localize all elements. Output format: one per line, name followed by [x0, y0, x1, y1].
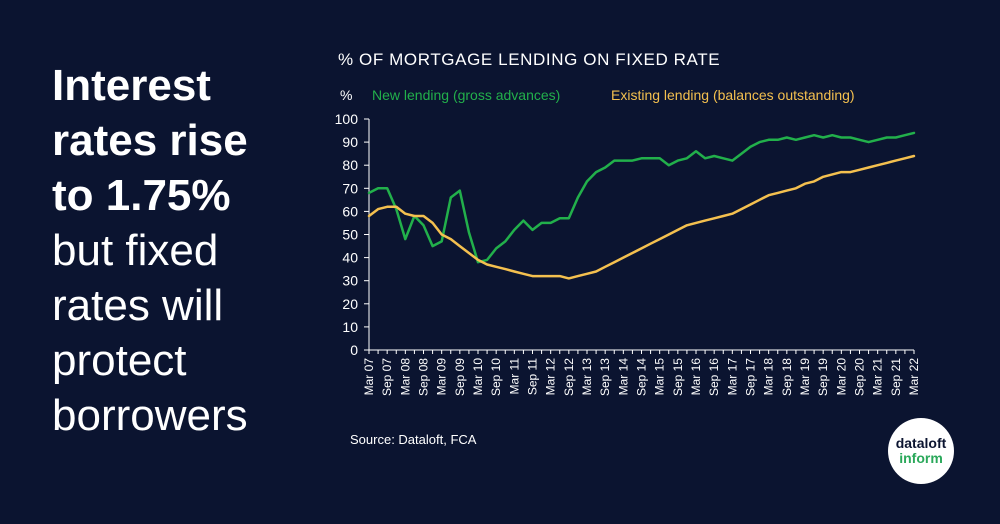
x-tick-label: Mar 16	[689, 358, 703, 396]
headline-light-line: but fixed	[52, 226, 219, 275]
x-tick-label: Mar 17	[725, 358, 739, 396]
x-tick-label: Sep 13	[598, 358, 612, 396]
x-tick-label: Sep 19	[816, 358, 830, 396]
y-tick-label: 0	[350, 342, 358, 358]
x-tick-label: Sep 20	[853, 358, 867, 396]
legend-new-lending: New lending (gross advances)	[372, 87, 560, 103]
x-tick-label: Mar 12	[544, 358, 558, 396]
x-tick-label: Sep 14	[635, 358, 649, 396]
x-tick-label: Sep 16	[707, 358, 721, 396]
legend-existing-lending: Existing lending (balances outstanding)	[611, 87, 855, 103]
x-tick-label: Mar 10	[471, 358, 485, 396]
x-tick-label: Sep 21	[889, 358, 903, 396]
headline-light-line: protect	[52, 336, 187, 385]
x-tick-label: Mar 07	[362, 358, 376, 396]
logo-line1: dataloft	[895, 435, 947, 451]
x-tick-label: Sep 08	[417, 358, 431, 396]
x-tick-label: Mar 15	[653, 358, 667, 396]
y-tick-label: 20	[342, 296, 358, 312]
y-tick-label: 90	[342, 134, 358, 150]
x-tick-label: Mar 22	[907, 358, 921, 396]
x-tick-label: Mar 20	[834, 358, 848, 396]
x-tick-label: Sep 18	[780, 358, 794, 396]
headline-bold-line: to 1.75%	[52, 171, 231, 220]
x-tick-label: Mar 11	[507, 358, 521, 395]
x-tick-label: Sep 10	[489, 358, 503, 396]
headline-light-line: rates will	[52, 281, 224, 330]
x-tick-label: Sep 11	[526, 358, 540, 395]
chart-title: % OF MORTGAGE LENDING ON FIXED RATE	[338, 50, 721, 69]
y-tick-label: 40	[342, 250, 358, 266]
x-tick-label: Mar 18	[762, 358, 776, 396]
headline: Interest rates rise to 1.75% but fixed r…	[52, 58, 322, 443]
headline-light-line: borrowers	[52, 391, 248, 440]
x-tick-label: Mar 21	[871, 358, 885, 396]
x-tick-label: Sep 12	[562, 358, 576, 396]
y-tick-label: 80	[342, 157, 358, 173]
source-note: Source: Dataloft, FCA	[350, 432, 477, 447]
y-tick-label: 60	[342, 203, 358, 219]
x-tick-label: Mar 09	[435, 358, 449, 396]
x-tick-label: Sep 07	[380, 358, 394, 396]
x-tick-label: Mar 19	[798, 358, 812, 396]
x-tick-label: Mar 14	[616, 358, 630, 396]
x-tick-label: Sep 09	[453, 358, 467, 396]
headline-bold-line: rates rise	[52, 116, 248, 165]
logo-line2: inform	[899, 450, 943, 466]
y-tick-label: 70	[342, 180, 358, 196]
series-line-existing-lending	[367, 154, 916, 280]
x-tick-label: Mar 08	[398, 358, 412, 396]
headline-bold-line: Interest	[52, 61, 211, 110]
x-tick-label: Mar 13	[580, 358, 594, 396]
x-tick-label: Sep 15	[671, 358, 685, 396]
y-tick-label: 10	[342, 319, 358, 335]
y-tick-label: 50	[342, 227, 358, 243]
y-tick-label: 100	[335, 111, 359, 127]
y-tick-label: 30	[342, 273, 358, 289]
dataloft-inform-logo: dataloft inform	[888, 418, 954, 484]
series-line-new-lending	[367, 131, 916, 264]
y-axis-unit-label: %	[340, 87, 352, 103]
x-tick-label: Sep 17	[744, 358, 758, 396]
